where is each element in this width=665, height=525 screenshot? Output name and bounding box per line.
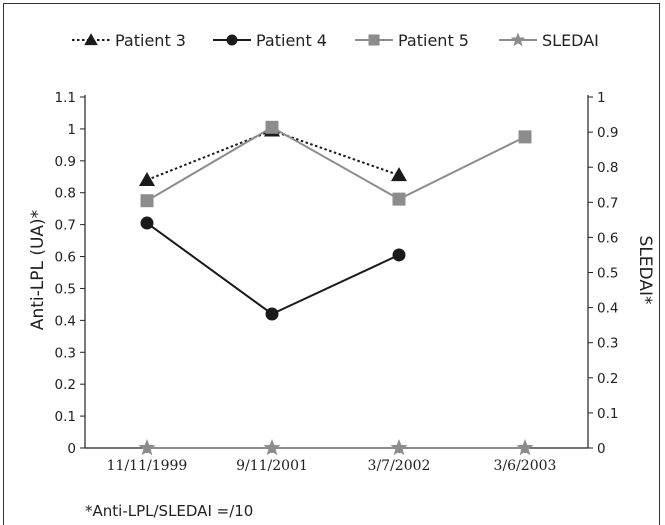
x-tick-label: 3/7/2002 bbox=[368, 458, 431, 474]
legend-marker-circle bbox=[226, 34, 238, 46]
series-line-patient-5 bbox=[146, 126, 526, 202]
series-sledai bbox=[138, 439, 534, 456]
data-point-patient-5 bbox=[140, 194, 154, 208]
x-tick-label: 9/11/2001 bbox=[236, 458, 308, 474]
legend-item-patient-5: Patient 5 bbox=[355, 31, 469, 50]
y-tick-label-right: 0.3 bbox=[597, 336, 618, 352]
legend-marker-square bbox=[368, 34, 380, 46]
plot-area bbox=[138, 120, 534, 456]
series-patient-4 bbox=[140, 216, 406, 321]
y-tick-label-left: 0.5 bbox=[55, 281, 76, 297]
legend-marker-triangle bbox=[84, 33, 98, 46]
series-line-patient-3 bbox=[146, 129, 400, 181]
legend-item-sledai: SLEDAI bbox=[499, 31, 599, 50]
y-tick-label-right: 0.5 bbox=[597, 266, 618, 282]
y-tick-label-left: 0.4 bbox=[55, 313, 76, 329]
data-point-sledai bbox=[138, 439, 156, 456]
data-point-sledai bbox=[390, 439, 408, 456]
y-tick-label-right: 0 bbox=[597, 441, 606, 457]
series-line-patient-4 bbox=[146, 222, 400, 316]
y-tick-label-left: 0.1 bbox=[55, 409, 76, 425]
y-axis-left-title: Anti-LPL (UA)* bbox=[28, 210, 48, 330]
legend-label: SLEDAI bbox=[542, 31, 599, 50]
data-point-patient-4 bbox=[392, 248, 406, 262]
data-point-patient-5 bbox=[265, 120, 279, 134]
legend-label: Patient 5 bbox=[398, 31, 469, 50]
y-axis-right-title: SLEDAI* bbox=[635, 236, 655, 305]
axes: 0 0.1 0.2 0.3 0.4 0.5 0.6 0.7 0.8 0.9 1 1.1 0 0.1 0.2 0… bbox=[55, 90, 619, 474]
data-point-patient-4 bbox=[265, 307, 279, 321]
data-point-patient-5 bbox=[518, 130, 532, 144]
legend-item-patient-3: Patient 3 bbox=[72, 31, 186, 50]
x-tick-label: 11/11/1999 bbox=[107, 458, 188, 474]
data-point-patient-3 bbox=[391, 167, 407, 182]
legend-label: Patient 4 bbox=[256, 31, 327, 50]
y-tick-label-left: 0.9 bbox=[55, 154, 76, 170]
y-tick-label-left: 0 bbox=[67, 441, 76, 457]
y-tick-label-left: 1.1 bbox=[55, 90, 76, 106]
legend: Patient 3 Patient 4 Patient 5 SLEDAI bbox=[72, 31, 599, 50]
chart-frame bbox=[3, 3, 660, 525]
series-patient-5 bbox=[140, 120, 532, 208]
legend-marker-star bbox=[510, 32, 526, 47]
y-tick-label-left: 1 bbox=[67, 122, 76, 138]
y-tick-label-right: 0.4 bbox=[597, 301, 618, 317]
y-tick-label-left: 0.6 bbox=[55, 250, 76, 266]
y-tick-label-right: 0.9 bbox=[597, 125, 618, 141]
x-tick-label: 3/6/2003 bbox=[494, 458, 557, 474]
y-tick-label-right: 1 bbox=[597, 90, 606, 106]
y-tick-label-left: 0.8 bbox=[55, 186, 76, 202]
y-tick-label-right: 0.7 bbox=[597, 195, 618, 211]
y-tick-label-right: 0.8 bbox=[597, 160, 618, 176]
data-point-patient-3 bbox=[139, 171, 155, 186]
y-tick-label-right: 0.6 bbox=[597, 230, 618, 246]
footnote: *Anti-LPL/SLEDAI =/10 bbox=[85, 502, 253, 520]
y-tick-label-left: 0.3 bbox=[55, 345, 76, 361]
data-point-patient-5 bbox=[392, 192, 406, 206]
y-tick-label-left: 0.2 bbox=[55, 377, 76, 393]
data-point-patient-4 bbox=[140, 216, 154, 230]
legend-label: Patient 3 bbox=[115, 31, 186, 50]
y-tick-label-right: 0.2 bbox=[597, 371, 618, 387]
y-tick-label-left: 0.7 bbox=[55, 218, 76, 234]
data-point-sledai bbox=[263, 439, 281, 456]
data-point-sledai bbox=[516, 439, 534, 456]
y-tick-label-right: 0.1 bbox=[597, 406, 618, 422]
legend-item-patient-4: Patient 4 bbox=[213, 31, 327, 50]
